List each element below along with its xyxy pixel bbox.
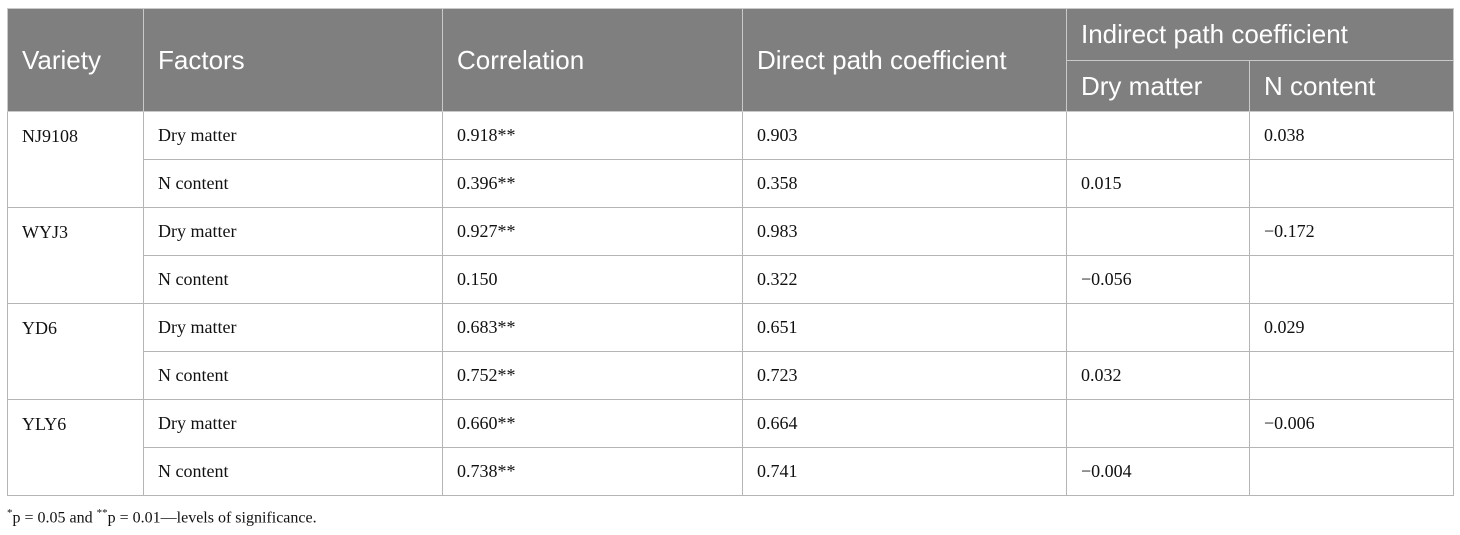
correlation-cell: 0.396** xyxy=(442,159,743,208)
correlation-cell: 0.752** xyxy=(442,351,743,400)
variety-cell: NJ9108 xyxy=(7,111,144,208)
table-row: N content 0.150 0.322 −0.056 xyxy=(8,255,1454,304)
indirect-dry-cell xyxy=(1066,111,1250,160)
variety-cell: YLY6 xyxy=(7,399,144,496)
variety-cell: WYJ3 xyxy=(7,207,144,304)
indirect-n-cell: 0.029 xyxy=(1249,303,1454,352)
header-factors: Factors xyxy=(143,8,443,112)
factor-cell: Dry matter xyxy=(143,111,443,160)
header-variety: Variety xyxy=(7,8,144,112)
indirect-dry-cell: 0.032 xyxy=(1066,351,1250,400)
table-row: N content 0.396** 0.358 0.015 xyxy=(8,159,1454,208)
table-row: NJ9108 Dry matter 0.918** 0.903 0.038 xyxy=(7,111,1454,208)
indirect-dry-cell: −0.056 xyxy=(1066,255,1250,304)
table-row: N content 0.738** 0.741 −0.004 xyxy=(8,447,1454,496)
header-indirect-path: Indirect path coefficient xyxy=(1066,8,1454,61)
factor-cell: N content xyxy=(143,255,443,304)
table-row: WYJ3 Dry matter 0.927** 0.983 −0.172 xyxy=(7,207,1454,304)
factor-cell: Dry matter xyxy=(143,399,443,448)
factor-cell: N content xyxy=(143,351,443,400)
footnote-text-2: p = 0.01—levels of significance. xyxy=(107,509,317,527)
indirect-n-cell xyxy=(1249,255,1454,304)
table-row: YLY6 Dry matter 0.660** 0.664 −0.006 xyxy=(7,399,1454,496)
factor-cell: Dry matter xyxy=(143,207,443,256)
header-indirect-n-content: N content xyxy=(1249,60,1454,112)
table-footnote: *p = 0.05 and **p = 0.01—levels of signi… xyxy=(7,507,317,527)
table-row: N content 0.752** 0.723 0.032 xyxy=(8,351,1454,400)
factor-cell: N content xyxy=(143,159,443,208)
indirect-n-cell xyxy=(1249,447,1454,496)
direct-path-cell: 0.322 xyxy=(742,255,1067,304)
indirect-n-cell xyxy=(1249,351,1454,400)
variety-cell: YD6 xyxy=(7,303,144,400)
correlation-cell: 0.918** xyxy=(442,111,743,160)
factor-cell: Dry matter xyxy=(143,303,443,352)
header-direct-path: Direct path coefficient xyxy=(742,8,1067,112)
correlation-cell: 0.660** xyxy=(442,399,743,448)
indirect-n-cell xyxy=(1249,159,1454,208)
indirect-dry-cell xyxy=(1066,207,1250,256)
footnote-single-star: * xyxy=(7,507,13,519)
header-correlation: Correlation xyxy=(442,8,743,112)
indirect-dry-cell xyxy=(1066,399,1250,448)
indirect-n-cell: −0.006 xyxy=(1249,399,1454,448)
direct-path-cell: 0.358 xyxy=(742,159,1067,208)
direct-path-cell: 0.741 xyxy=(742,447,1067,496)
correlation-cell: 0.150 xyxy=(442,255,743,304)
footnote-text-1: p = 0.05 and xyxy=(12,509,97,527)
indirect-n-cell: −0.172 xyxy=(1249,207,1454,256)
direct-path-cell: 0.664 xyxy=(742,399,1067,448)
path-coefficient-table: Variety Factors Correlation Direct path … xyxy=(7,8,1454,496)
correlation-cell: 0.683** xyxy=(442,303,743,352)
correlation-cell: 0.927** xyxy=(442,207,743,256)
indirect-dry-cell xyxy=(1066,303,1250,352)
table-header: Variety Factors Correlation Direct path … xyxy=(7,8,1454,112)
direct-path-cell: 0.983 xyxy=(742,207,1067,256)
direct-path-cell: 0.723 xyxy=(742,351,1067,400)
indirect-n-cell: 0.038 xyxy=(1249,111,1454,160)
correlation-cell: 0.738** xyxy=(442,447,743,496)
indirect-dry-cell: −0.004 xyxy=(1066,447,1250,496)
direct-path-cell: 0.651 xyxy=(742,303,1067,352)
indirect-dry-cell: 0.015 xyxy=(1066,159,1250,208)
table-body: NJ9108 Dry matter 0.918** 0.903 0.038 N … xyxy=(7,111,1454,496)
factor-cell: N content xyxy=(143,447,443,496)
footnote-double-star: ** xyxy=(96,507,108,519)
direct-path-cell: 0.903 xyxy=(742,111,1067,160)
header-indirect-dry-matter: Dry matter xyxy=(1066,60,1250,112)
table-row: YD6 Dry matter 0.683** 0.651 0.029 xyxy=(7,303,1454,400)
